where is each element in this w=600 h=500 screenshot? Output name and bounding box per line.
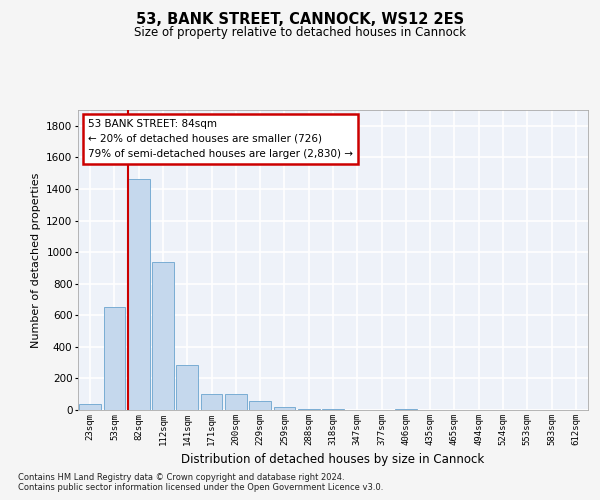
Bar bbox=[128, 180, 149, 410]
Text: Contains public sector information licensed under the Open Government Licence v3: Contains public sector information licen… bbox=[18, 482, 383, 492]
Bar bbox=[176, 365, 198, 410]
Bar bbox=[152, 262, 174, 410]
Text: Size of property relative to detached houses in Cannock: Size of property relative to detached ho… bbox=[134, 26, 466, 39]
Y-axis label: Number of detached properties: Number of detached properties bbox=[31, 172, 41, 348]
Bar bbox=[274, 407, 295, 410]
Text: 53 BANK STREET: 84sqm
← 20% of detached houses are smaller (726)
79% of semi-det: 53 BANK STREET: 84sqm ← 20% of detached … bbox=[88, 119, 353, 158]
Bar bbox=[225, 394, 247, 410]
Bar bbox=[200, 394, 223, 410]
Bar bbox=[249, 400, 271, 410]
Bar bbox=[395, 408, 417, 410]
Text: 53, BANK STREET, CANNOCK, WS12 2ES: 53, BANK STREET, CANNOCK, WS12 2ES bbox=[136, 12, 464, 28]
Bar bbox=[104, 308, 125, 410]
Bar bbox=[79, 404, 101, 410]
Bar bbox=[298, 408, 320, 410]
Text: Distribution of detached houses by size in Cannock: Distribution of detached houses by size … bbox=[181, 452, 485, 466]
Text: Contains HM Land Registry data © Crown copyright and database right 2024.: Contains HM Land Registry data © Crown c… bbox=[18, 472, 344, 482]
